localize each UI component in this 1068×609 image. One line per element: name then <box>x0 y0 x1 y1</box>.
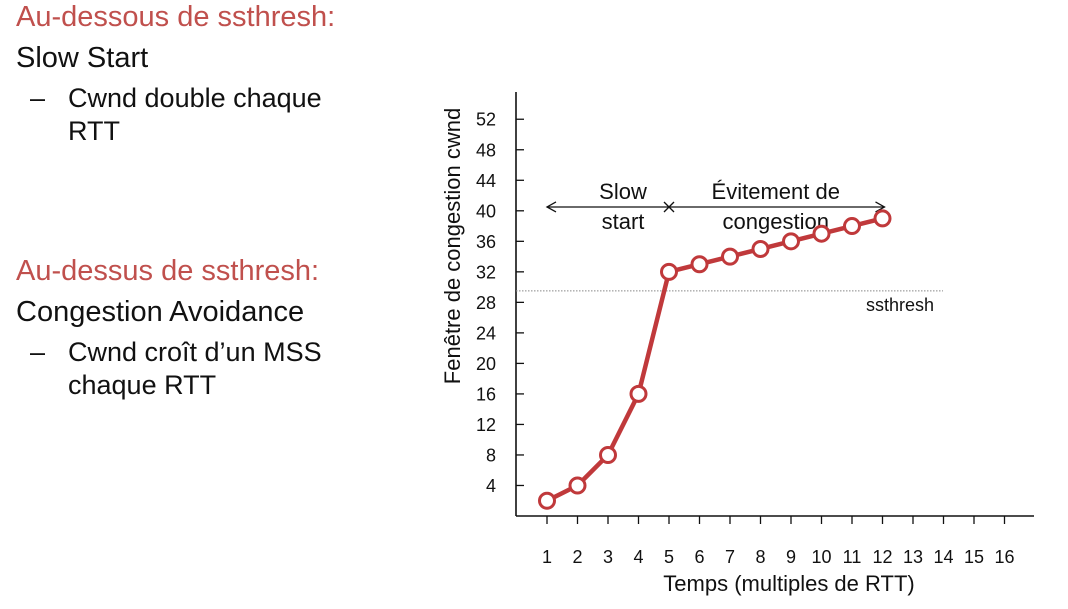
phase-label-line2: congestion <box>723 209 829 234</box>
y-axis-label: Fenêtre de congestion cwnd <box>440 108 465 384</box>
bullet-slow-start: – Cwnd double chaque RTT <box>16 82 368 148</box>
section-subtitle-slow-start: Slow Start <box>16 42 149 74</box>
y-tick-label: 52 <box>476 110 496 130</box>
x-tick-label: 7 <box>725 547 735 567</box>
y-tick-label: 32 <box>476 262 496 282</box>
y-tick-label: 36 <box>476 232 496 252</box>
x-tick-label: 6 <box>694 547 704 567</box>
phase-labels: Slow start Évitement de congestion <box>599 179 840 234</box>
data-point <box>751 239 770 258</box>
phase-label-line2: start <box>602 209 645 234</box>
y-tick-label: 48 <box>476 140 496 160</box>
x-tick-label: 2 <box>572 547 582 567</box>
ssthresh-label: ssthresh <box>866 295 934 315</box>
x-axis-ticks: 1 2 3 4 5 6 7 8 9 10 11 12 13 14 15 16 <box>542 516 1015 567</box>
x-tick-label: 8 <box>755 547 765 567</box>
x-tick-label: 16 <box>994 547 1014 567</box>
x-tick-label: 15 <box>964 547 984 567</box>
cwnd-series-points <box>538 209 892 510</box>
section-title-below-ssthresh: Au-dessous de ssthresh: <box>16 1 336 33</box>
x-tick-label: 13 <box>903 547 923 567</box>
section-below-ssthresh: Au-dessous de ssthresh: Slow Start – Cwn… <box>16 1 368 148</box>
data-point <box>660 262 678 281</box>
data-point <box>873 209 892 228</box>
section-subtitle-congestion-avoidance: Congestion Avoidance <box>16 296 305 328</box>
y-tick-label: 24 <box>476 323 496 343</box>
x-tick-label: 9 <box>786 547 796 567</box>
y-tick-label: 40 <box>476 201 496 221</box>
data-point <box>690 255 709 274</box>
bullet-text-slow-start: Cwnd double chaque RTT <box>68 83 322 146</box>
bullet-dash: – <box>30 83 46 113</box>
arrowhead-right <box>875 201 886 213</box>
phase-divider-mark <box>663 201 675 213</box>
data-point <box>538 491 556 510</box>
x-axis-label: Temps (multiples de RTT) <box>663 571 914 596</box>
section-title-above-ssthresh: Au-dessus de ssthresh: <box>16 255 320 287</box>
data-point <box>721 247 739 266</box>
x-tick-label: 3 <box>603 547 613 567</box>
y-tick-label: 28 <box>476 293 496 313</box>
phase-label-line1: Slow <box>599 179 647 204</box>
y-tick-label: 8 <box>486 445 496 465</box>
y-tick-label: 4 <box>486 476 496 496</box>
bullet-text-congestion-avoidance: Cwnd croît d’un MSS chaque RTT <box>68 337 322 400</box>
phase-label-line1: Évitement de <box>712 179 840 204</box>
x-tick-label: 11 <box>843 547 862 567</box>
data-point <box>812 224 831 243</box>
section-above-ssthresh: Au-dessus de ssthresh: Congestion Avoida… <box>16 255 368 402</box>
x-tick-label: 10 <box>811 547 831 567</box>
x-tick-label: 5 <box>664 547 674 567</box>
bullet-congestion-avoidance: – Cwnd croît d’un MSS chaque RTT <box>16 336 368 402</box>
data-point <box>782 232 800 251</box>
x-tick-label: 12 <box>872 547 892 567</box>
data-point <box>599 445 617 464</box>
y-tick-label: 44 <box>476 171 496 191</box>
y-tick-label: 16 <box>476 384 496 404</box>
arrowhead-left <box>545 201 557 213</box>
data-point <box>629 384 648 403</box>
x-tick-label: 4 <box>633 547 643 567</box>
phase-arrows <box>545 201 886 213</box>
x-tick-label: 14 <box>933 547 953 567</box>
bullet-dash: – <box>30 337 46 367</box>
y-tick-label: 12 <box>476 415 496 435</box>
data-point <box>568 476 587 495</box>
x-tick-label: 1 <box>542 547 552 567</box>
cwnd-series-line <box>544 216 885 503</box>
y-tick-label: 20 <box>476 354 496 374</box>
data-point <box>843 217 861 236</box>
